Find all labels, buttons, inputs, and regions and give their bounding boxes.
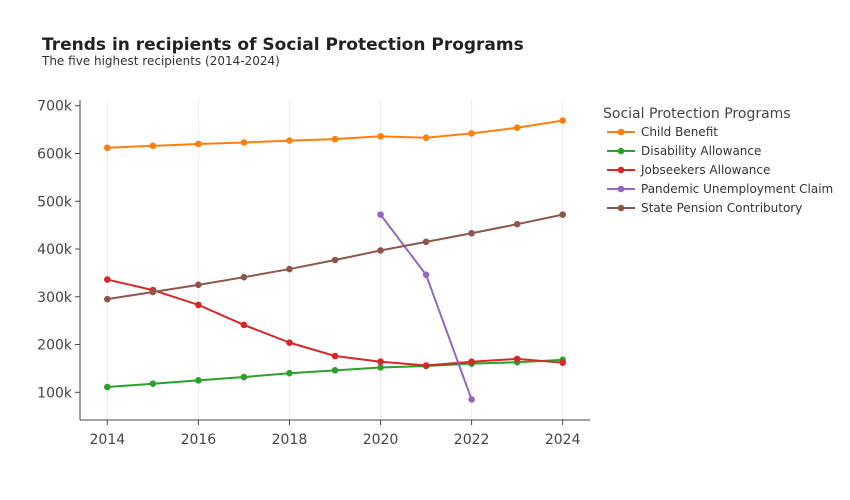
x-tick-label: 2020 — [363, 432, 399, 448]
data-point — [104, 144, 111, 152]
series-line-child-benefit — [107, 119, 563, 149]
data-point — [468, 229, 475, 237]
data-point — [149, 288, 157, 296]
data-point — [513, 355, 521, 363]
data-point — [195, 281, 202, 289]
y-tick-label: 100k — [37, 385, 73, 401]
legend-label: Jobseekers Allowance — [640, 163, 770, 177]
data-point — [240, 139, 248, 146]
data-point — [559, 211, 566, 218]
data-point — [377, 358, 384, 366]
y-tick-label: 700k — [37, 99, 73, 115]
y-tick-label: 300k — [37, 290, 73, 306]
data-point — [240, 321, 248, 329]
data-point — [513, 220, 521, 228]
y-tick-label: 200k — [37, 338, 73, 354]
data-point — [422, 134, 430, 142]
data-point — [195, 301, 202, 309]
data-point — [513, 124, 521, 132]
legend-item: Jobseekers Allowance — [607, 163, 770, 177]
chart-subtitle: The five highest recipients (2014-2024) — [41, 54, 280, 68]
data-point — [422, 362, 430, 369]
legend-label: Disability Allowance — [641, 144, 761, 158]
legend-item: State Pension Contributory — [607, 201, 802, 215]
y-axis-ticks: 100k 200k 300k 400k 500k 600k 700k — [37, 99, 80, 401]
chart-title: Trends in recipients of Social Protectio… — [42, 35, 524, 55]
series-line-jobseekers-allowance — [107, 278, 563, 367]
data-point — [149, 380, 157, 388]
legend-items: Child Benefit Disability Allowance Jobseek… — [607, 125, 833, 215]
data-point — [331, 135, 339, 143]
data-point — [422, 271, 430, 279]
legend: Social Protection Programs Child Benefit… — [603, 106, 833, 215]
data-point — [468, 130, 475, 137]
data-point — [377, 132, 384, 140]
series-jobseekers-allowance — [104, 276, 566, 369]
data-point — [104, 276, 111, 283]
legend-swatch-marker — [617, 166, 625, 174]
series-state-pension-contributory — [104, 211, 566, 303]
data-point — [240, 373, 248, 381]
data-point — [377, 211, 384, 218]
data-point — [286, 369, 293, 377]
data-point — [377, 364, 384, 371]
data-point — [468, 396, 475, 403]
x-axis-ticks: 2014 2016 2018 2020 2022 2024 — [90, 420, 581, 448]
x-tick-label: 2022 — [454, 432, 490, 448]
data-point — [286, 265, 293, 273]
legend-swatch-marker — [617, 147, 625, 155]
y-tick-label: 400k — [37, 242, 73, 258]
y-tick-label: 600k — [37, 146, 73, 162]
data-point — [286, 137, 293, 144]
legend-swatch-marker — [617, 204, 625, 212]
data-point — [377, 247, 384, 254]
plot-area — [104, 117, 566, 403]
data-point — [559, 359, 566, 366]
data-point — [286, 339, 293, 346]
data-point — [195, 140, 202, 148]
data-point — [331, 367, 339, 374]
x-tick-label: 2016 — [181, 432, 217, 448]
grid — [106, 100, 564, 420]
series-pandemic-unemployment-claim — [377, 211, 475, 403]
series-child-benefit — [104, 117, 566, 152]
x-tick-label: 2014 — [90, 432, 126, 448]
data-point — [468, 358, 475, 366]
data-point — [195, 377, 202, 384]
legend-label: Child Benefit — [641, 125, 718, 139]
y-tick-label: 500k — [37, 194, 73, 210]
data-point — [104, 383, 111, 391]
legend-item: Disability Allowance — [607, 144, 761, 158]
x-tick-label: 2018 — [272, 432, 308, 448]
data-point — [149, 142, 157, 150]
series-disability-allowance — [104, 356, 566, 391]
data-point — [422, 238, 430, 246]
legend-swatch-marker — [617, 185, 625, 193]
data-point — [240, 273, 248, 281]
legend-label: Pandemic Unemployment Claim — [641, 182, 833, 196]
data-point — [331, 352, 339, 360]
legend-label: State Pension Contributory — [641, 201, 802, 215]
legend-item: Child Benefit — [607, 125, 718, 139]
x-tick-label: 2024 — [545, 432, 581, 448]
data-point — [104, 295, 111, 303]
legend-swatch-marker — [617, 128, 625, 136]
data-point — [331, 256, 339, 264]
legend-title: Social Protection Programs — [603, 106, 791, 122]
data-point — [559, 117, 566, 124]
legend-item: Pandemic Unemployment Claim — [607, 182, 833, 196]
